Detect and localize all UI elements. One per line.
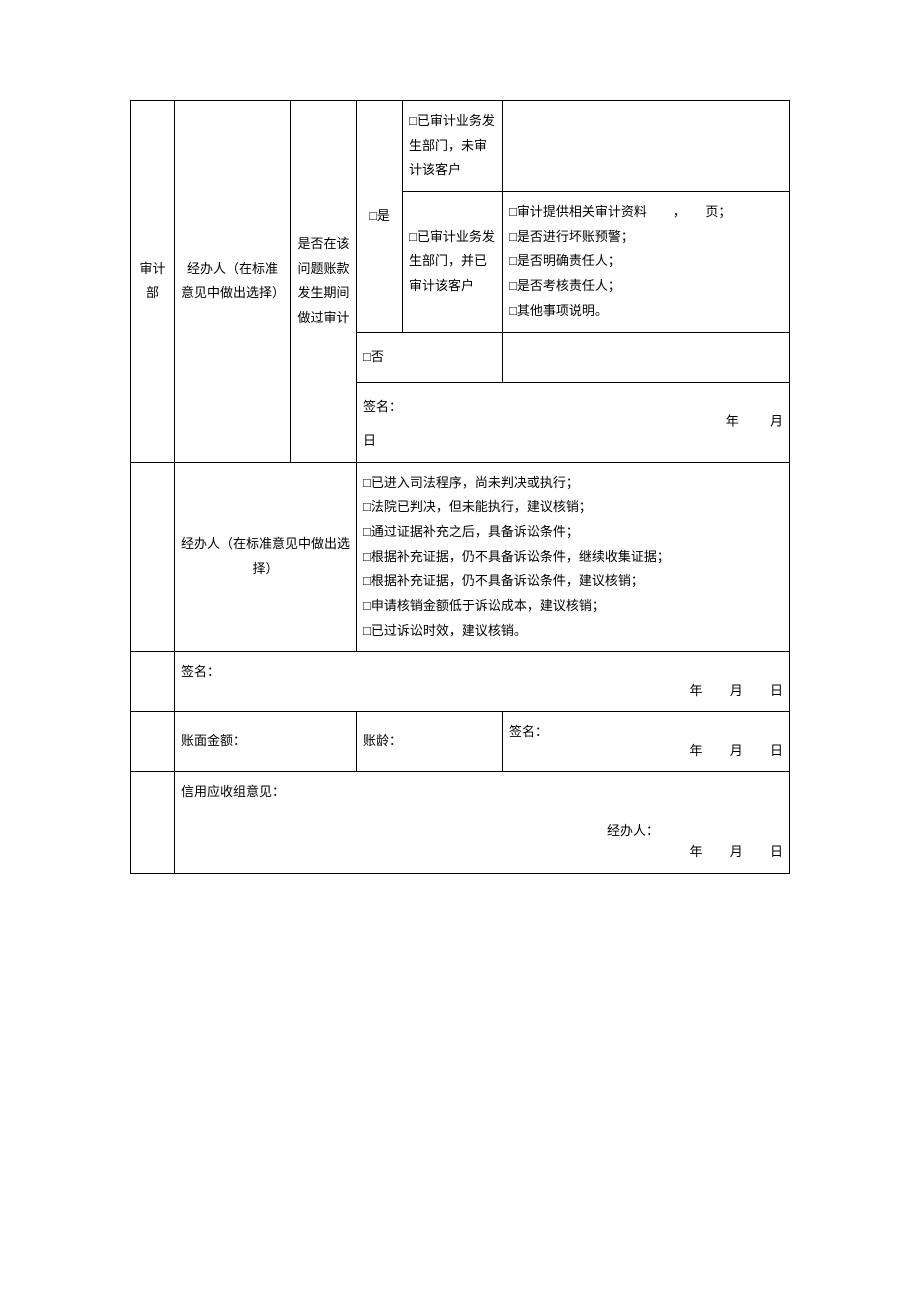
amount-signature-cell: 签名： 年 月 日 — [503, 712, 790, 772]
no-cell: □否 — [357, 332, 503, 382]
dept-cell: 审计部 — [131, 101, 175, 463]
handler-cell-2: 经办人（在标准意见中做出选择） — [175, 462, 357, 652]
legal-l4: □根据补充证据，仍不具备诉讼条件，继续收集证据； — [363, 545, 783, 570]
empty-cell-1 — [503, 101, 790, 192]
audit-detail-line3: □是否明确责任人； — [509, 253, 621, 268]
empty-cell-2 — [503, 332, 790, 382]
legal-checklist-cell: □已进入司法程序，尚未判决或执行； □法院已判决，但未能执行，建议核销； □通过… — [357, 462, 790, 652]
legal-l1: □已进入司法程序，尚未判决或执行； — [363, 471, 783, 496]
signature-label-1: 签名： — [363, 399, 402, 414]
signature-label-3: 签名： — [509, 724, 548, 739]
audit-detail-line1-pages: 页； — [705, 204, 731, 219]
audited-not-customer-cell: □已审计业务发生部门，未审计该客户 — [403, 101, 503, 192]
empty-dept-cell-4 — [131, 712, 175, 772]
date-day-4: 日 — [770, 844, 783, 859]
date-year-2: 年 — [689, 683, 702, 698]
audit-detail-line1-prefix: □审计提供相关审计资料 — [509, 204, 647, 219]
age-cell: 账龄： — [357, 712, 503, 772]
legal-signature-cell: 签名： 年 月 日 — [175, 652, 790, 712]
audit-signature-cell: 签名： 年 月 日 — [357, 382, 790, 462]
legal-l2: □法院已判决，但未能执行，建议核销； — [363, 495, 783, 520]
audit-detail-line4: □是否考核责任人； — [509, 278, 621, 293]
date-month-2: 月 — [730, 683, 743, 698]
date-day-3: 日 — [770, 743, 783, 758]
date-month-4: 月 — [730, 844, 743, 859]
legal-l6: □申请核销金额低于诉讼成本，建议核销； — [363, 594, 783, 619]
audit-detail-line1-comma: ， — [673, 204, 686, 219]
empty-dept-cell-2 — [131, 462, 175, 652]
signature-label-2: 签名： — [181, 664, 220, 679]
audit-details-cell: □审计提供相关审计资料 ， 页； □是否进行坏账预警； □是否明确责任人； □是… — [503, 192, 790, 332]
audit-detail-line1: □审计提供相关审计资料 ， 页； — [509, 204, 731, 219]
date-year-3: 年 — [689, 743, 702, 758]
audited-and-customer-cell: □已审计业务发生部门，并已审计该客户 — [403, 192, 503, 332]
date-year-4: 年 — [689, 844, 702, 859]
credit-signature-cell: 经办人： 年 月 日 — [175, 813, 790, 873]
legal-l3: □通过证据补充之后，具备诉讼条件； — [363, 520, 783, 545]
yes-cell: □是 — [357, 101, 403, 333]
date-year-1: 年 — [726, 414, 739, 429]
empty-dept-cell-5 — [131, 772, 175, 873]
audit-detail-line5: □其他事项说明。 — [509, 303, 608, 318]
book-amount-cell: 账面金额： — [175, 712, 357, 772]
legal-l5: □根据补充证据，仍不具备诉讼条件，建议核销； — [363, 569, 783, 594]
date-day-2: 日 — [770, 683, 783, 698]
approval-form-table: 审计部 经办人（在标准意见中做出选择） 是否在该问题账款发生期间做过审计 □是 … — [130, 100, 790, 874]
handler-cell: 经办人（在标准意见中做出选择） — [175, 101, 291, 463]
date-month-1: 月 — [770, 414, 783, 429]
audit-question-cell: 是否在该问题账款发生期间做过审计 — [291, 101, 357, 463]
legal-l7: □已过诉讼时效，建议核销。 — [363, 619, 783, 644]
date-month-3: 月 — [730, 743, 743, 758]
handler-short-label: 经办人： — [607, 823, 659, 838]
audit-detail-line2: □是否进行坏账预警； — [509, 229, 634, 244]
date-day-1: 日 — [363, 433, 376, 448]
empty-dept-cell-3 — [131, 652, 175, 712]
credit-opinion-cell: 信用应收组意见： — [175, 772, 790, 813]
